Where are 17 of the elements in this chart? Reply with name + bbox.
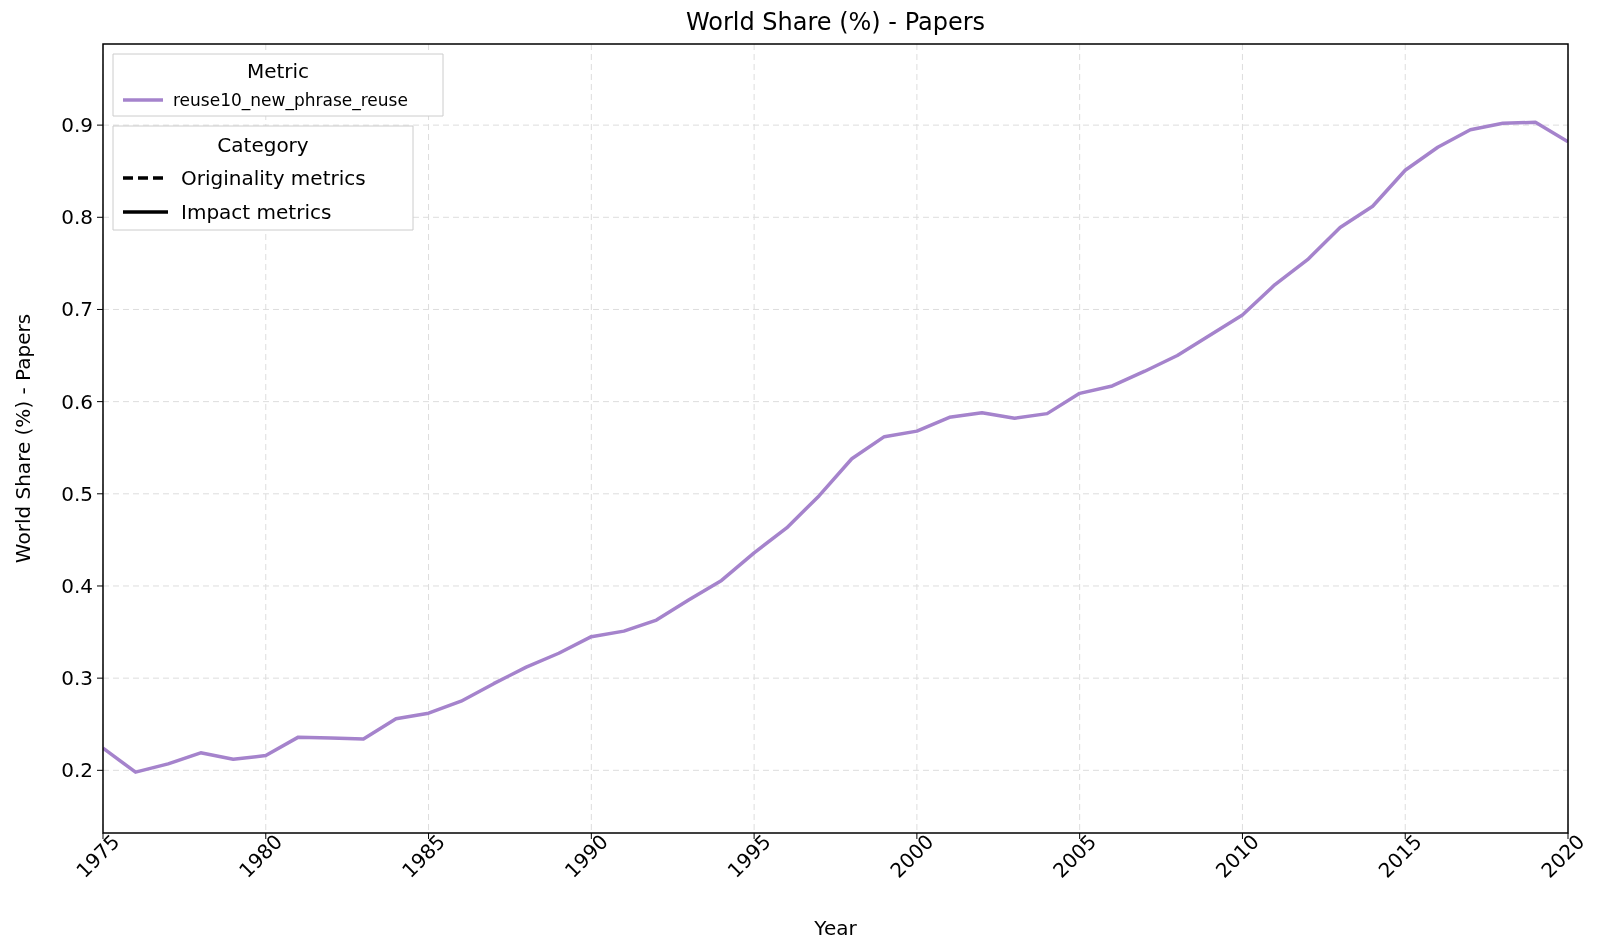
y-tick-label: 0.2 bbox=[61, 758, 93, 783]
line-series bbox=[103, 120, 1568, 774]
y-tick-label: 0.5 bbox=[61, 481, 93, 506]
y-tick-label: 0.4 bbox=[61, 573, 93, 598]
y-axis-title: World Share (%) - Papers bbox=[11, 313, 35, 564]
annotation: Category bbox=[217, 133, 309, 157]
y-tick-label: 0.8 bbox=[61, 205, 93, 230]
legend-title: Metric bbox=[246, 59, 310, 83]
y-tick-label: 0.6 bbox=[61, 389, 93, 414]
y-tick-label: 0.9 bbox=[61, 113, 93, 138]
legend-label: reuse10_new_phrase_reuse bbox=[173, 90, 408, 111]
x-axis-title: Year bbox=[813, 916, 858, 940]
legend-label: Originality metrics bbox=[181, 166, 366, 190]
legend-label: Impact metrics bbox=[181, 200, 332, 224]
y-tick-label: 0.3 bbox=[61, 666, 93, 691]
chart-title: World Share (%) - Papers bbox=[685, 8, 986, 36]
y-tick-label: 0.7 bbox=[61, 297, 93, 322]
